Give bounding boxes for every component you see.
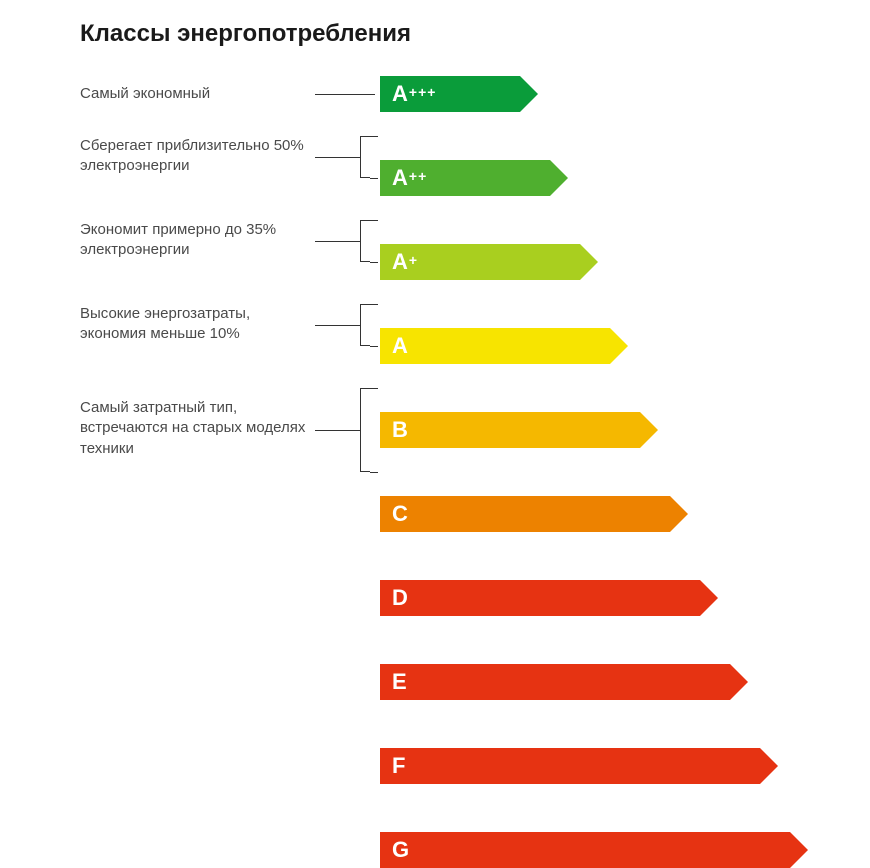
arrow: A [380, 328, 808, 364]
description-1: Сберегает приблизительно 50% электроэнер… [80, 136, 310, 177]
energy-bar-F: F [380, 748, 808, 784]
chart-area: A+++A++A+ABCDEFG Самый экономныйСберегае… [80, 76, 810, 506]
arrow-head-icon [520, 76, 538, 112]
bracket [360, 220, 370, 262]
bar-label: G [380, 832, 790, 868]
energy-bar-Aplus: A+ [380, 244, 808, 280]
energy-bar-C: C [380, 496, 808, 532]
energy-bar-E: E [380, 664, 808, 700]
energy-bar-B: B [380, 412, 808, 448]
arrow-head-icon [640, 412, 658, 448]
bar-label: E [380, 664, 730, 700]
energy-bar-A: A [380, 328, 808, 364]
arrow-head-icon [550, 160, 568, 196]
bracket-tick [370, 262, 378, 263]
description-2: Экономит примерно до 35% электроэнергии [80, 220, 310, 261]
energy-bar-G: G [380, 832, 808, 868]
arrow-head-icon [610, 328, 628, 364]
connector-line [315, 241, 360, 242]
bars-container: A+++A++A+ABCDEFG [380, 76, 808, 496]
arrow-head-icon [580, 244, 598, 280]
arrow: G [380, 832, 808, 868]
description-3: Высокие энергозатраты, экономия меньше 1… [80, 304, 310, 345]
bar-label: A+++ [380, 76, 520, 112]
arrow: C [380, 496, 808, 532]
arrow: A+++ [380, 76, 808, 112]
connector-line [315, 325, 360, 326]
bracket-tick [370, 178, 378, 179]
bracket [360, 136, 370, 178]
arrow: A++ [380, 160, 808, 196]
arrow: B [380, 412, 808, 448]
energy-bar-Aplusplus: A++ [380, 160, 808, 196]
bar-label: F [380, 748, 760, 784]
bar-label: A [380, 328, 610, 364]
arrow: A+ [380, 244, 808, 280]
bar-label: C [380, 496, 670, 532]
connector-line [315, 157, 360, 158]
bracket [360, 388, 370, 472]
title: Классы энергопотребления [80, 20, 810, 48]
description-4: Самый затратный тип, встречаются на стар… [80, 398, 310, 459]
arrow-head-icon [730, 664, 748, 700]
bracket-tick [370, 304, 378, 305]
arrow-head-icon [760, 748, 778, 784]
bar-label: A+ [380, 244, 580, 280]
bracket [360, 304, 370, 346]
bracket-tick [370, 136, 378, 137]
bar-label: B [380, 412, 640, 448]
energy-bar-D: D [380, 580, 808, 616]
arrow: F [380, 748, 808, 784]
connector-line [315, 430, 360, 431]
arrow: D [380, 580, 808, 616]
bracket-tick [370, 346, 378, 347]
arrow-head-icon [700, 580, 718, 616]
bar-label: A++ [380, 160, 550, 196]
energy-bar-Aplusplusplus: A+++ [380, 76, 808, 112]
arrow-head-icon [670, 496, 688, 532]
description-0: Самый экономный [80, 84, 310, 104]
bracket-tick [370, 472, 378, 473]
connector-line [315, 94, 375, 95]
bracket-tick [370, 220, 378, 221]
energy-class-infographic: Классы энергопотребления A+++A++A+ABCDEF… [0, 0, 870, 526]
bracket-tick [370, 388, 378, 389]
arrow-head-icon [790, 832, 808, 868]
arrow: E [380, 664, 808, 700]
bar-label: D [380, 580, 700, 616]
